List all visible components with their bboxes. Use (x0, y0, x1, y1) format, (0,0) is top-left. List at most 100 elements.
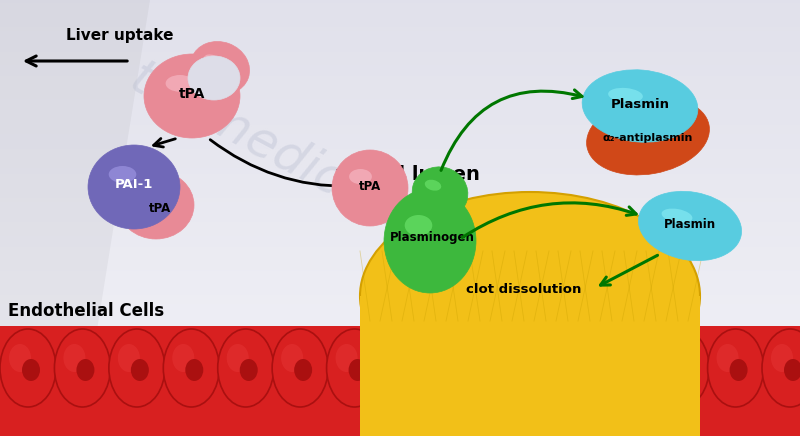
Bar (0, 275, 800, 276)
Bar (0, 435, 800, 436)
Ellipse shape (512, 359, 530, 381)
Bar (0, 411, 800, 412)
Bar (0, 131, 800, 132)
Text: Plasminogen: Plasminogen (390, 231, 474, 243)
Bar (0, 221, 800, 222)
Bar (0, 424, 800, 425)
Bar (0, 291, 800, 292)
Bar (0, 106, 800, 107)
Bar (0, 39, 800, 40)
Bar (0, 269, 800, 270)
Bar (0, 67, 800, 68)
Bar (0, 421, 800, 422)
Bar (0, 42, 800, 43)
Bar (0, 359, 800, 360)
Bar (0, 407, 800, 408)
Bar (0, 70, 800, 71)
Bar (0, 237, 800, 238)
Bar (0, 261, 800, 262)
Bar (0, 0, 800, 1)
Bar (0, 410, 800, 411)
Bar (0, 161, 800, 162)
Text: clot dissolution: clot dissolution (466, 283, 582, 296)
Bar (0, 271, 800, 272)
Bar (0, 391, 800, 392)
Ellipse shape (384, 189, 476, 293)
Bar (0, 182, 800, 183)
Ellipse shape (360, 192, 700, 400)
Bar (0, 144, 800, 145)
Bar (0, 259, 800, 260)
Bar (0, 51, 800, 52)
Bar (0, 96, 800, 97)
Bar (0, 50, 800, 51)
Ellipse shape (490, 329, 546, 407)
Bar (0, 188, 800, 189)
Text: α₂-antiplasmin: α₂-antiplasmin (603, 133, 693, 143)
Ellipse shape (186, 359, 203, 381)
Bar (0, 29, 800, 30)
Ellipse shape (458, 359, 475, 381)
Bar (0, 270, 800, 271)
Bar (0, 212, 800, 213)
Bar (0, 320, 800, 321)
Bar (0, 110, 800, 111)
Bar (0, 26, 800, 27)
Bar (0, 234, 800, 235)
Bar (0, 260, 800, 261)
Ellipse shape (144, 54, 240, 138)
Bar (0, 218, 800, 219)
Bar (0, 392, 800, 393)
Ellipse shape (762, 329, 800, 407)
Ellipse shape (730, 359, 747, 381)
Bar (0, 4, 800, 5)
Bar (0, 103, 800, 104)
Ellipse shape (226, 344, 249, 372)
Bar (0, 362, 800, 363)
Bar (0, 207, 800, 208)
Bar (0, 23, 800, 24)
Bar (0, 177, 800, 178)
Ellipse shape (586, 97, 710, 175)
Bar (0, 431, 800, 432)
Bar (0, 255, 800, 256)
Bar (0, 208, 800, 209)
Bar (0, 325, 800, 326)
Bar (0, 53, 800, 54)
Bar (0, 303, 800, 304)
Bar (0, 107, 800, 108)
Bar (0, 322, 800, 323)
Bar (0, 238, 800, 239)
Ellipse shape (332, 150, 408, 226)
Bar (0, 57, 800, 58)
Bar (0, 164, 800, 165)
Bar (0, 228, 800, 229)
Bar (0, 52, 800, 53)
Bar (0, 396, 800, 397)
Text: Plasmin: Plasmin (664, 218, 716, 231)
Bar (0, 404, 800, 405)
Bar (0, 197, 800, 198)
Bar (0, 240, 800, 241)
Ellipse shape (445, 344, 466, 372)
Bar (0, 115, 800, 116)
Bar (0, 331, 800, 332)
Bar (0, 315, 800, 316)
Ellipse shape (218, 329, 274, 407)
Bar (0, 353, 800, 354)
Bar (0, 105, 800, 106)
Bar (0, 376, 800, 377)
Ellipse shape (54, 329, 110, 407)
Bar (0, 236, 800, 237)
Bar (0, 385, 800, 386)
Bar (0, 224, 800, 225)
Text: Plasmin: Plasmin (610, 98, 670, 110)
Bar (0, 231, 800, 232)
Bar (0, 229, 800, 230)
Bar (0, 37, 800, 38)
Bar (0, 375, 800, 376)
Bar (0, 102, 800, 103)
Bar (0, 27, 800, 28)
Bar (0, 233, 800, 234)
Bar (0, 406, 800, 407)
